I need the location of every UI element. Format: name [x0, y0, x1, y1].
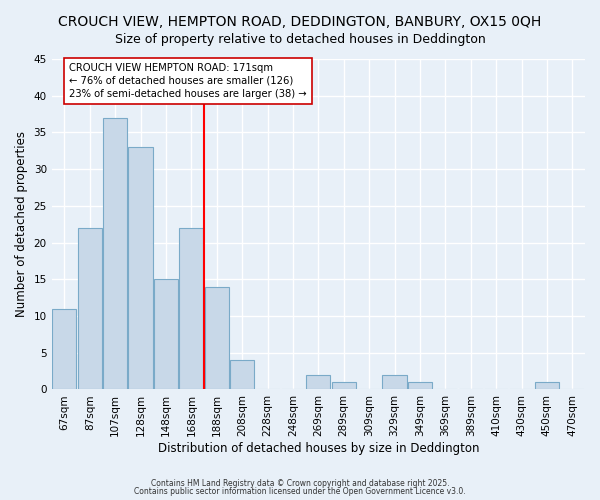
Bar	[103, 118, 127, 390]
Bar	[205, 286, 229, 390]
Bar	[230, 360, 254, 390]
Text: Contains public sector information licensed under the Open Government Licence v3: Contains public sector information licen…	[134, 487, 466, 496]
Bar	[382, 375, 407, 390]
Bar	[306, 375, 331, 390]
Bar	[52, 308, 76, 390]
X-axis label: Distribution of detached houses by size in Deddington: Distribution of detached houses by size …	[158, 442, 479, 455]
Text: CROUCH VIEW HEMPTON ROAD: 171sqm
← 76% of detached houses are smaller (126)
23% : CROUCH VIEW HEMPTON ROAD: 171sqm ← 76% o…	[69, 62, 307, 99]
Bar	[179, 228, 203, 390]
Text: Contains HM Land Registry data © Crown copyright and database right 2025.: Contains HM Land Registry data © Crown c…	[151, 478, 449, 488]
Y-axis label: Number of detached properties: Number of detached properties	[15, 131, 28, 317]
Bar	[535, 382, 559, 390]
Text: Size of property relative to detached houses in Deddington: Size of property relative to detached ho…	[115, 32, 485, 46]
Bar	[408, 382, 432, 390]
Bar	[154, 280, 178, 390]
Bar	[77, 228, 102, 390]
Bar	[332, 382, 356, 390]
Text: CROUCH VIEW, HEMPTON ROAD, DEDDINGTON, BANBURY, OX15 0QH: CROUCH VIEW, HEMPTON ROAD, DEDDINGTON, B…	[58, 15, 542, 29]
Bar	[128, 147, 152, 390]
